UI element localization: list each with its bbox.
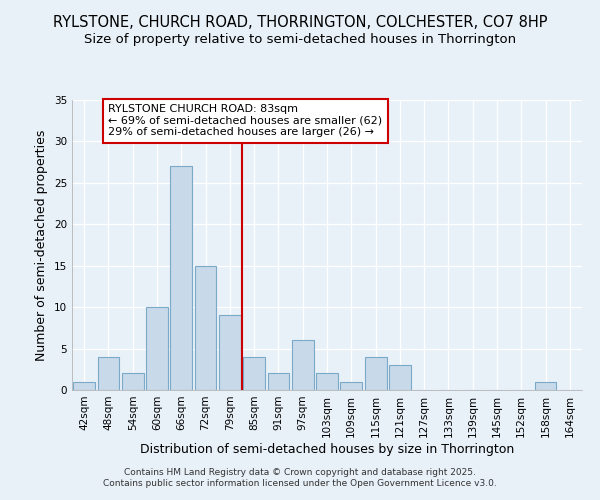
Bar (243, 357, 265, 390)
Bar (535, 382, 556, 390)
Bar (219, 316, 241, 390)
Text: RYLSTONE CHURCH ROAD: 83sqm
← 69% of semi-detached houses are smaller (62)
29% o: RYLSTONE CHURCH ROAD: 83sqm ← 69% of sem… (109, 104, 383, 138)
X-axis label: Distribution of semi-detached houses by size in Thorrington: Distribution of semi-detached houses by … (140, 442, 514, 456)
Bar (122, 374, 143, 390)
Bar (170, 166, 192, 390)
Text: Contains HM Land Registry data © Crown copyright and database right 2025.
Contai: Contains HM Land Registry data © Crown c… (103, 468, 497, 487)
Bar (97, 357, 119, 390)
Bar (268, 374, 289, 390)
Text: Size of property relative to semi-detached houses in Thorrington: Size of property relative to semi-detach… (84, 32, 516, 46)
Bar (389, 365, 411, 390)
Bar (194, 266, 217, 390)
Bar (340, 382, 362, 390)
Bar (316, 374, 338, 390)
Bar (365, 357, 386, 390)
Bar (292, 340, 314, 390)
Text: RYLSTONE, CHURCH ROAD, THORRINGTON, COLCHESTER, CO7 8HP: RYLSTONE, CHURCH ROAD, THORRINGTON, COLC… (53, 15, 547, 30)
Bar (146, 307, 168, 390)
Bar (73, 382, 95, 390)
Y-axis label: Number of semi-detached properties: Number of semi-detached properties (35, 130, 49, 360)
